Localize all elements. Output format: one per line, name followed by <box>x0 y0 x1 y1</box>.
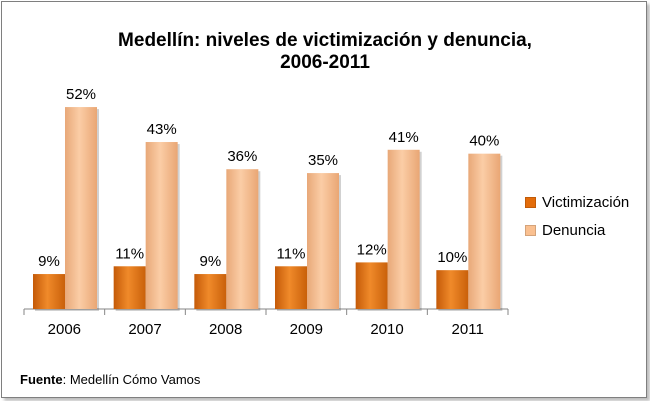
data-label-victimizacion: 11% <box>115 245 144 262</box>
data-label-denuncia: 40% <box>469 133 499 150</box>
bar-denuncia <box>145 142 178 309</box>
bar-victimizacion <box>33 274 65 309</box>
data-label-denuncia: 35% <box>308 152 338 169</box>
source-text: : Medellín Cómo Vamos <box>62 372 201 387</box>
data-label-victimizacion: 11% <box>277 245 306 262</box>
legend-item-victimizacion: Victimización <box>525 188 629 216</box>
bar-denuncia <box>226 169 259 309</box>
legend-swatch-denuncia <box>525 224 536 236</box>
data-label-denuncia: 41% <box>389 129 419 146</box>
legend: Victimización Denuncia <box>525 188 629 244</box>
data-label-victimizacion: 10% <box>437 249 467 266</box>
source-note: Fuente: Medellín Cómo Vamos <box>20 372 200 387</box>
x-tick-label: 2011 <box>452 321 484 338</box>
bar-victimizacion <box>113 266 146 309</box>
bar-victimizacion <box>355 262 388 309</box>
legend-label-denuncia: Denuncia <box>542 221 606 239</box>
legend-item-denuncia: Denuncia <box>525 216 629 244</box>
x-tick-label: 2009 <box>290 321 323 338</box>
legend-label-victimizacion: Victimización <box>542 193 630 211</box>
chart-title-line-2: 2006-2011 <box>280 52 370 73</box>
bar-victimizacion <box>275 266 307 309</box>
source-label: Fuente <box>20 372 63 387</box>
data-label-victimizacion: 9% <box>199 253 221 270</box>
x-tick-label: 2008 <box>209 321 242 338</box>
chart-title: Medellín: niveles de victimización y den… <box>0 30 650 74</box>
data-label-victimizacion: 9% <box>38 253 60 270</box>
bar-denuncia <box>387 149 420 309</box>
data-label-victimizacion: 12% <box>357 241 387 258</box>
bar-victimizacion <box>194 274 227 309</box>
bar-denuncia <box>468 153 501 309</box>
bar-denuncia <box>307 173 339 309</box>
data-label-denuncia: 52% <box>66 86 96 103</box>
bar-victimizacion <box>436 270 469 309</box>
legend-swatch-victimizacion <box>525 196 536 208</box>
data-label-denuncia: 43% <box>147 121 177 138</box>
data-label-denuncia: 36% <box>227 148 257 165</box>
bar-denuncia <box>65 107 97 309</box>
x-tick-label: 2007 <box>128 321 161 338</box>
x-tick-label: 2010 <box>370 321 403 338</box>
x-tick-label: 2006 <box>48 321 81 338</box>
chart-title-line-1: Medellín: niveles de victimización y den… <box>118 30 532 51</box>
